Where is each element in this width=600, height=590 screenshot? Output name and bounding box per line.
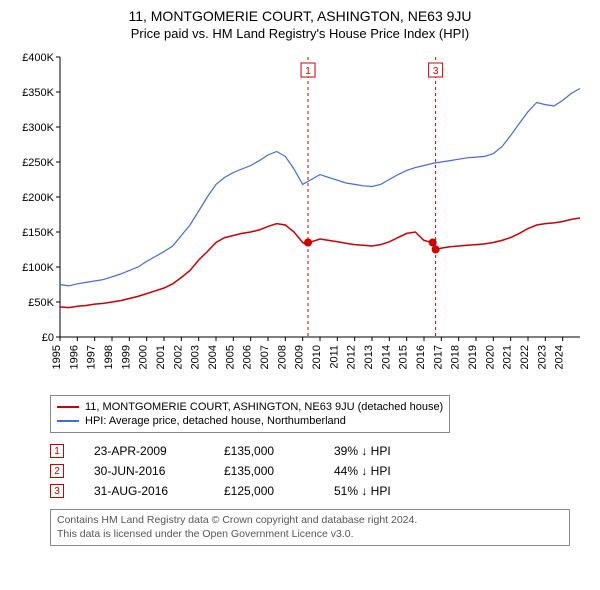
transaction-price: £135,000 bbox=[224, 464, 304, 478]
transaction-diff: 39% ↓ HPI bbox=[334, 444, 434, 458]
footer-line1: Contains HM Land Registry data © Crown c… bbox=[57, 514, 563, 528]
x-tick-label: 2004 bbox=[207, 345, 219, 369]
transaction-diff: 44% ↓ HPI bbox=[334, 464, 434, 478]
y-tick-label: £150K bbox=[22, 227, 54, 239]
legend-label: 11, MONTGOMERIE COURT, ASHINGTON, NE63 9… bbox=[85, 401, 443, 413]
footer-line2: This data is licensed under the Open Gov… bbox=[57, 528, 563, 542]
x-tick-label: 2005 bbox=[224, 345, 236, 369]
x-tick-label: 2011 bbox=[328, 345, 340, 369]
title-address: 11, MONTGOMERIE COURT, ASHINGTON, NE63 9… bbox=[10, 8, 590, 24]
legend-row: HPI: Average price, detached house, Nort… bbox=[57, 414, 443, 428]
series-hpi bbox=[60, 89, 580, 286]
x-tick-label: 2016 bbox=[415, 345, 427, 369]
y-tick-label: £300K bbox=[22, 122, 54, 134]
x-tick-label: 2000 bbox=[138, 345, 150, 369]
transaction-row: 2 30-JUN-2016 £135,000 44% ↓ HPI bbox=[50, 461, 590, 481]
transaction-price: £125,000 bbox=[224, 484, 304, 498]
x-tick-label: 2015 bbox=[398, 345, 410, 369]
title-subtitle: Price paid vs. HM Land Registry's House … bbox=[10, 26, 590, 41]
x-tick-label: 1999 bbox=[120, 345, 132, 369]
transaction-date: 23-APR-2009 bbox=[94, 444, 194, 458]
x-tick-label: 2013 bbox=[363, 345, 375, 369]
x-tick-label: 2018 bbox=[450, 345, 462, 369]
transaction-marker: 2 bbox=[50, 464, 64, 478]
x-tick-label: 1995 bbox=[51, 345, 63, 369]
x-tick-label: 2022 bbox=[519, 345, 531, 369]
x-tick-label: 2001 bbox=[155, 345, 167, 369]
transaction-row: 3 31-AUG-2016 £125,000 51% ↓ HPI bbox=[50, 481, 590, 501]
x-tick-label: 2023 bbox=[536, 345, 548, 369]
title-block: 11, MONTGOMERIE COURT, ASHINGTON, NE63 9… bbox=[10, 8, 590, 41]
transaction-date: 31-AUG-2016 bbox=[94, 484, 194, 498]
x-tick-label: 2019 bbox=[467, 345, 479, 369]
transaction-marker: 1 bbox=[50, 444, 64, 458]
x-tick-label: 2006 bbox=[242, 345, 254, 369]
y-tick-label: £0 bbox=[42, 332, 54, 344]
y-tick-label: £350K bbox=[22, 87, 54, 99]
y-tick-label: £100K bbox=[22, 262, 54, 274]
x-tick-label: 2009 bbox=[294, 345, 306, 369]
legend: 11, MONTGOMERIE COURT, ASHINGTON, NE63 9… bbox=[50, 395, 450, 433]
series-property bbox=[60, 218, 580, 308]
chart-area: £0 £50K £100K £150K £200K £250K £300K £350K £400… bbox=[10, 47, 590, 387]
x-tick-label: 2010 bbox=[311, 345, 323, 369]
chart-svg: £0 £50K £100K £150K £200K £250K £300K £350K £400… bbox=[10, 47, 590, 387]
transaction-price: £135,000 bbox=[224, 444, 304, 458]
chart-container: 11, MONTGOMERIE COURT, ASHINGTON, NE63 9… bbox=[0, 0, 600, 554]
transaction-row: 1 23-APR-2009 £135,000 39% ↓ HPI bbox=[50, 441, 590, 461]
footer-attribution: Contains HM Land Registry data © Crown c… bbox=[50, 509, 570, 546]
legend-swatch bbox=[57, 406, 79, 408]
x-tick-label: 2020 bbox=[484, 345, 496, 369]
x-tick-label: 2008 bbox=[276, 345, 288, 369]
x-tick-label: 2014 bbox=[380, 345, 392, 369]
x-tick-label: 2002 bbox=[172, 345, 184, 369]
x-tick-label: 1998 bbox=[103, 345, 115, 369]
sale-point bbox=[432, 246, 440, 254]
y-tick-label: £200K bbox=[22, 192, 54, 204]
legend-swatch bbox=[57, 420, 79, 422]
transactions-table: 1 23-APR-2009 £135,000 39% ↓ HPI 2 30-JUN-201… bbox=[50, 441, 590, 501]
transaction-marker: 3 bbox=[50, 484, 64, 498]
vline-label: 1 bbox=[305, 66, 311, 77]
x-tick-label: 2012 bbox=[346, 345, 358, 369]
y-tick-label: £250K bbox=[22, 157, 54, 169]
vline-label: 3 bbox=[433, 66, 439, 77]
x-tick-label: 2007 bbox=[259, 345, 271, 369]
x-tick-label: 1997 bbox=[86, 345, 98, 369]
x-tick-label: 2021 bbox=[502, 345, 514, 369]
y-tick-label: £50K bbox=[28, 297, 54, 309]
legend-label: HPI: Average price, detached house, Nort… bbox=[85, 415, 346, 427]
sale-point bbox=[429, 239, 437, 247]
sale-point bbox=[304, 239, 312, 247]
x-tick-label: 2003 bbox=[190, 345, 202, 369]
x-tick-label: 2017 bbox=[432, 345, 444, 369]
y-tick-label: £400K bbox=[22, 52, 54, 64]
legend-row: 11, MONTGOMERIE COURT, ASHINGTON, NE63 9… bbox=[57, 400, 443, 414]
x-tick-label: 2024 bbox=[554, 345, 566, 369]
x-tick-label: 1996 bbox=[68, 345, 80, 369]
transaction-date: 30-JUN-2016 bbox=[94, 464, 194, 478]
transaction-diff: 51% ↓ HPI bbox=[334, 484, 434, 498]
